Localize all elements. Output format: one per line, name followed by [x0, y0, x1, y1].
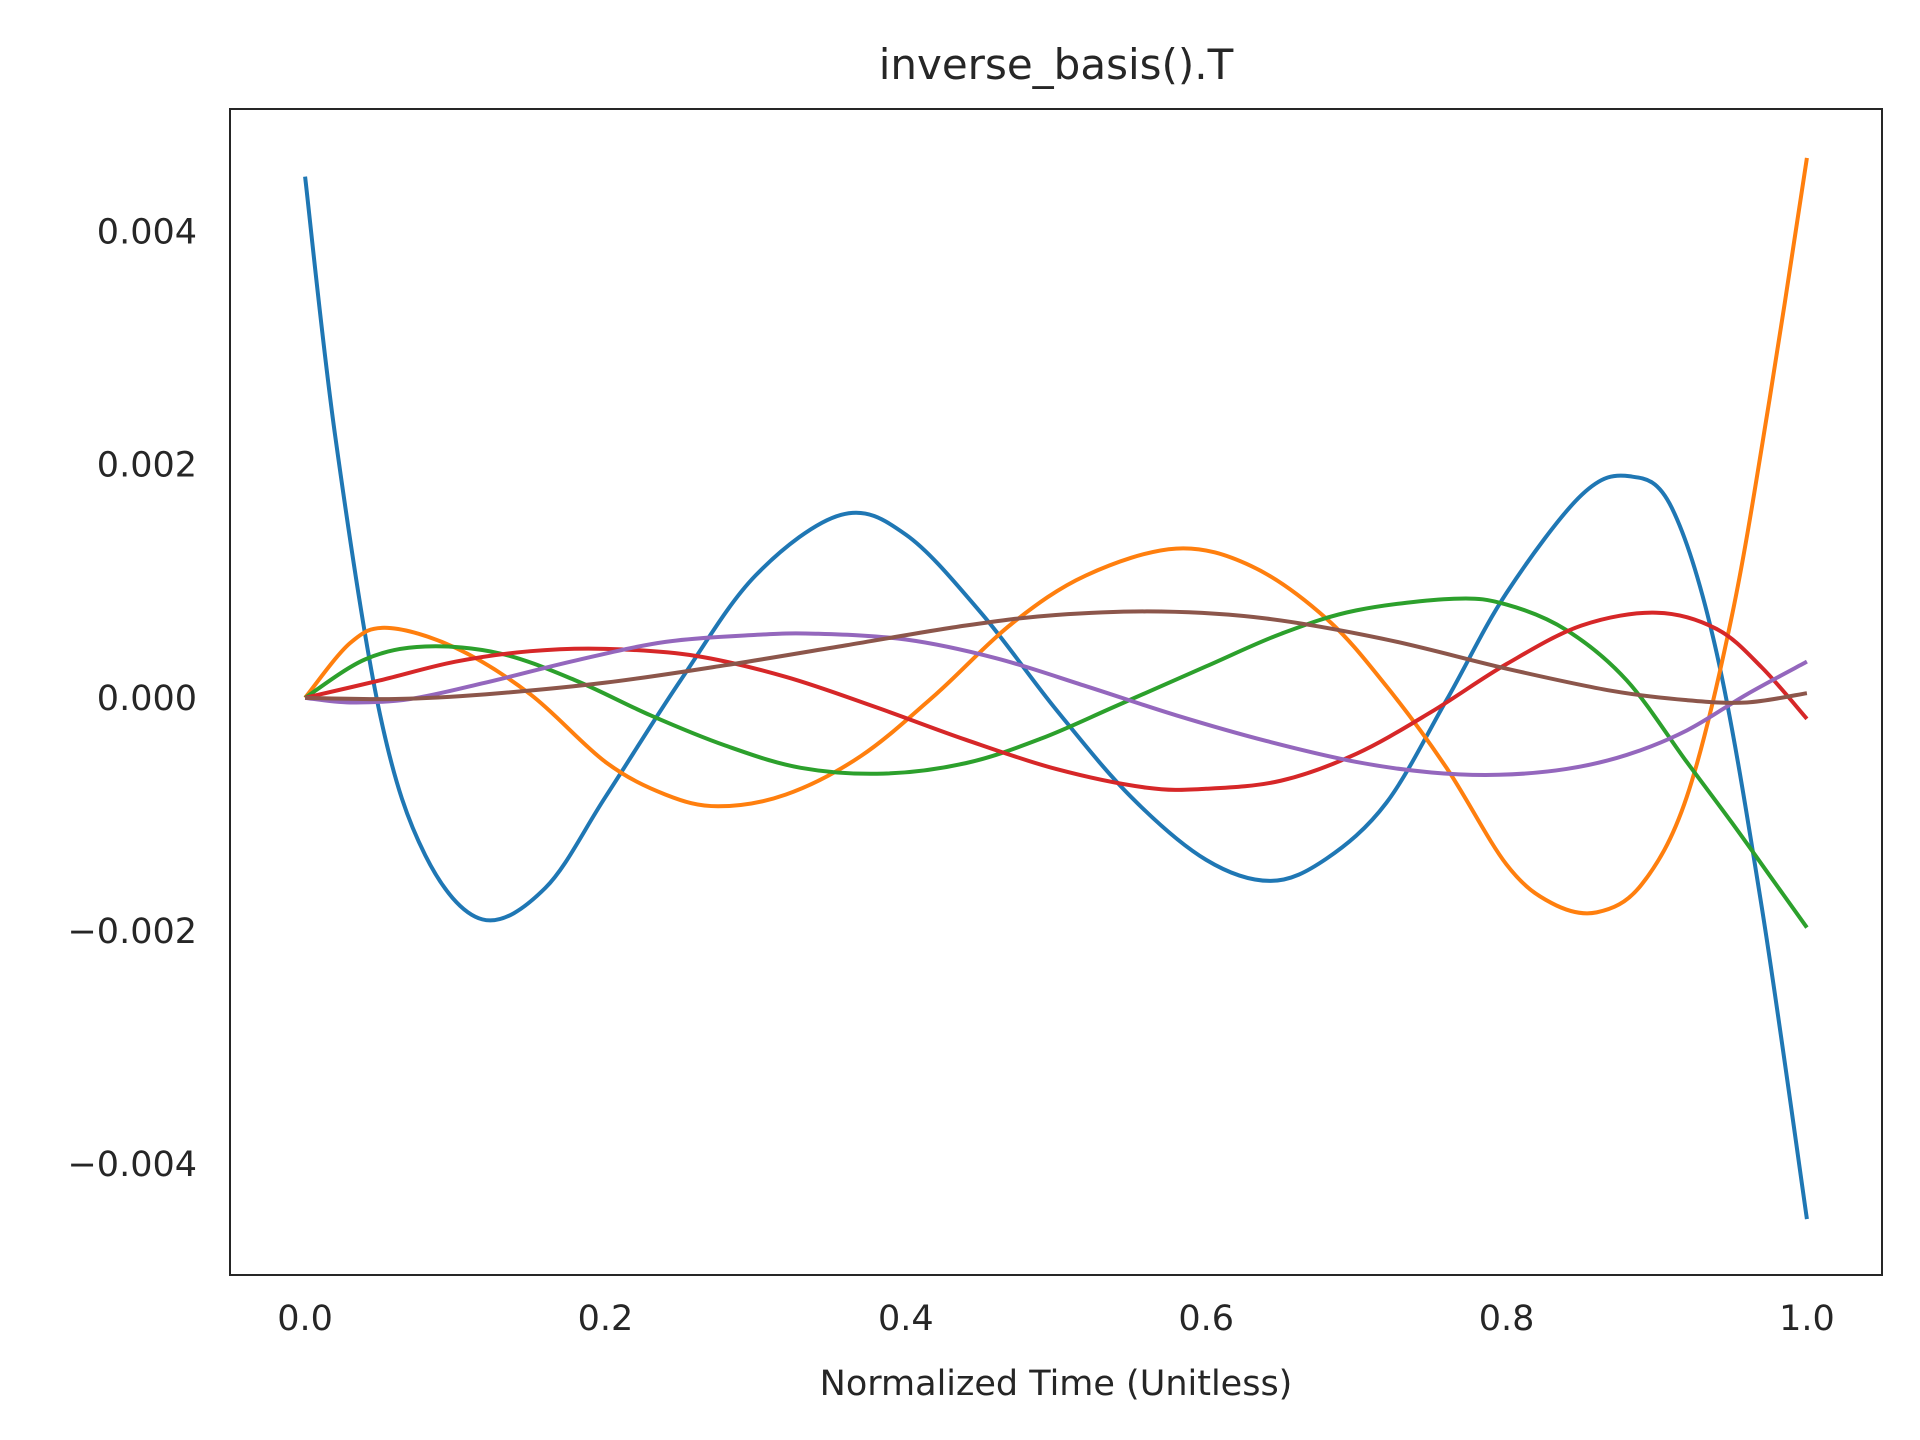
x-tick-label: 0.4: [878, 1299, 934, 1339]
series-line-2: [303, 157, 1809, 916]
chart-title: inverse_basis().T: [879, 40, 1234, 89]
series-line-3: [304, 596, 1809, 929]
y-tick-label: −0.002: [67, 912, 197, 952]
x-ticks: 0.0 0.2 0.4 0.6 0.8 1.0: [277, 1299, 1834, 1339]
plot-frame: [229, 108, 1883, 1276]
x-tick-label: 1.0: [1779, 1299, 1835, 1339]
x-tick-label: 0.0: [277, 1299, 333, 1339]
x-tick-label: 0.6: [1178, 1299, 1234, 1339]
series-line-1: [303, 176, 1809, 1220]
y-tick-label: 0.000: [97, 679, 197, 719]
y-tick-label: −0.004: [67, 1145, 197, 1185]
x-axis-label: Normalized Time (Unitless): [820, 1364, 1293, 1404]
y-tick-label: 0.002: [97, 446, 197, 486]
x-tick-label: 0.2: [578, 1299, 634, 1339]
series-line-4: [304, 610, 1809, 792]
series-line-5: [304, 631, 1808, 777]
y-tick-label: 0.004: [97, 212, 197, 252]
series-line-6: [305, 609, 1808, 705]
plot-area: [303, 157, 1809, 1220]
x-tick-label: 0.8: [1479, 1299, 1535, 1339]
y-ticks: 0.004 0.002 0.000 −0.002 −0.004: [67, 212, 197, 1185]
